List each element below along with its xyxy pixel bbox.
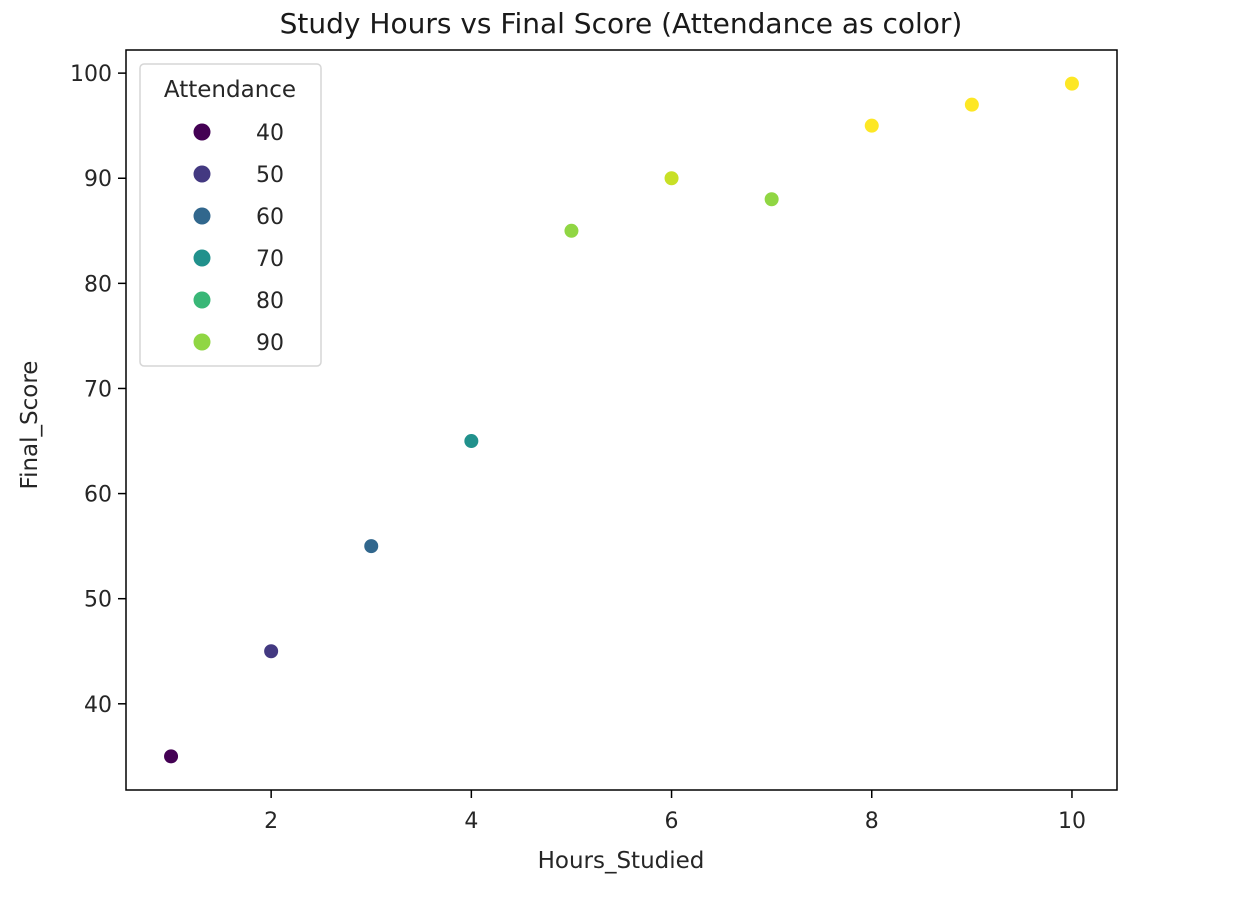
legend-marker [193,123,211,141]
data-point [363,538,380,555]
legend-entries: 40 50 60 70 80 90 [193,121,284,356]
legend-label: 50 [256,163,284,188]
legend-label: 40 [256,121,284,146]
x-tick-label: 2 [264,809,278,834]
legend-title: Attendance [164,77,296,103]
legend-box [139,63,322,367]
legend: Attendance 40 50 60 70 80 90 [139,63,322,367]
data-point [763,191,780,208]
data-point [1063,75,1080,92]
plot-frame [125,49,1118,791]
y-tick-label: 40 [84,693,112,718]
y-tick-label: 90 [84,167,112,192]
legend-marker [193,249,211,267]
legend-label: 60 [256,205,284,230]
data-point [263,643,280,660]
legend-marker [193,333,211,351]
chart-title: Study Hours vs Final Score (Attendance a… [280,7,963,40]
y-axis-label: Final_Score [17,361,43,490]
legend-marker [193,165,211,183]
y-tick-label: 50 [84,588,112,613]
legend-label: 70 [256,247,284,272]
x-tick-label: 6 [665,809,679,834]
data-points [163,75,1080,765]
y-tick-label: 80 [84,272,112,297]
legend-marker [193,207,211,225]
y-tick-label: 60 [84,483,112,508]
legend-label: 80 [256,289,284,314]
data-point [963,96,980,113]
x-axis-label: Hours_Studied [538,848,705,874]
y-tick-label: 100 [70,62,112,87]
data-point [663,170,680,187]
legend-label: 90 [256,331,284,356]
x-tick-label: 8 [865,809,879,834]
x-tick-label: 4 [464,809,478,834]
x-tick-label: 10 [1058,809,1086,834]
axes: 2 4 6 8 10 40 50 60 70 80 90 100 [70,49,1118,834]
legend-marker [193,291,211,309]
data-point [463,433,480,450]
data-point [563,222,580,239]
y-tick-label: 70 [84,377,112,402]
data-point [863,117,880,134]
data-point [163,748,180,765]
